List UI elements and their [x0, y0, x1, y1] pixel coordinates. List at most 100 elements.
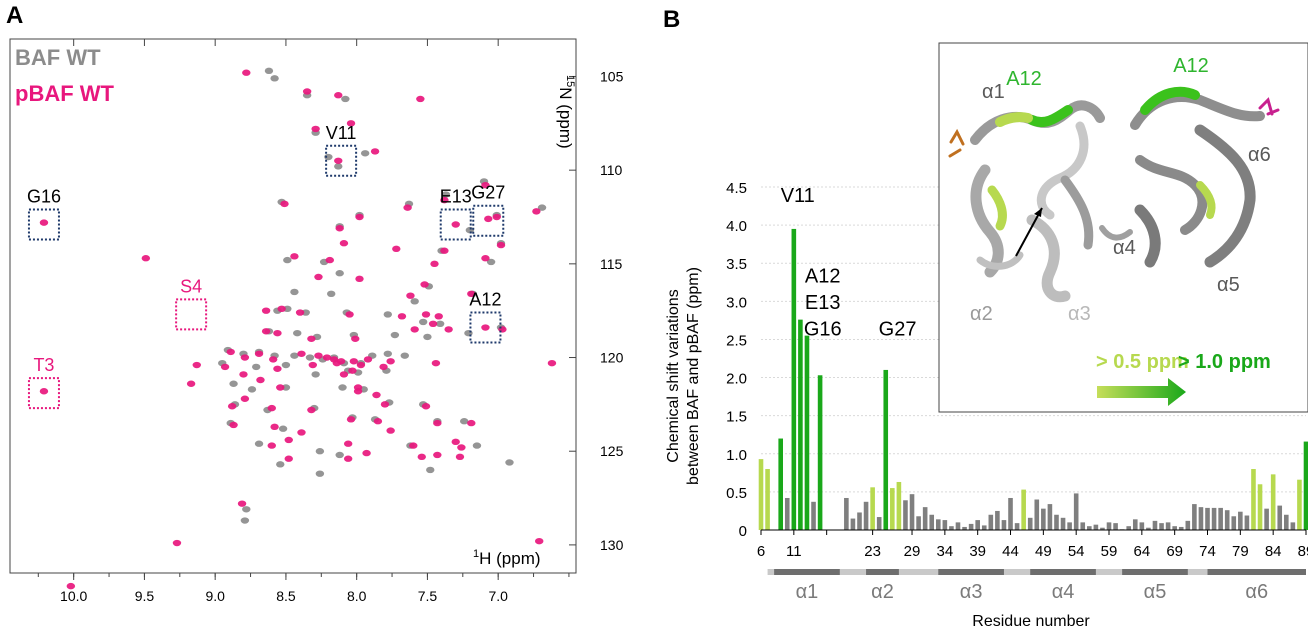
- peak-pbaf-wt: [484, 215, 493, 223]
- peak-pbaf-wt: [547, 359, 557, 367]
- bar-x-tick-label: 11: [786, 543, 802, 560]
- peak-pbaf-wt: [397, 313, 407, 320]
- helix-segment: [1122, 569, 1188, 575]
- inset-label-alpha1: α1: [982, 81, 1005, 103]
- bar: [811, 501, 816, 530]
- bar: [857, 512, 862, 530]
- peak-baf-wt: [435, 320, 445, 327]
- peak-pbaf-wt: [428, 320, 438, 327]
- bar: [1146, 527, 1151, 530]
- peak-baf-wt: [278, 425, 288, 432]
- helix-segment: [938, 569, 1004, 575]
- bar: [1205, 507, 1210, 530]
- peak-pbaf-wt: [457, 444, 466, 451]
- bar: [850, 518, 856, 530]
- bar: [1290, 522, 1296, 530]
- bar-x-tick-label: 64: [1133, 543, 1150, 560]
- peak-pbaf-wt: [355, 213, 364, 221]
- x-tick-label: 10.0: [60, 588, 87, 604]
- bar: [1014, 523, 1020, 530]
- bar: [844, 497, 849, 530]
- helix-label: α4: [1052, 581, 1075, 603]
- inset-label-a12-right: A12: [1173, 55, 1209, 77]
- peak-pbaf-wt: [322, 354, 332, 361]
- peak-pbaf-wt: [66, 582, 76, 590]
- bar: [1060, 517, 1066, 530]
- peak-pbaf-wt: [297, 429, 306, 436]
- peak-pbaf-wt: [355, 275, 364, 283]
- peak-pbaf-wt: [270, 423, 279, 431]
- peak-baf-wt: [315, 448, 325, 455]
- bar-x-tick-label: 59: [1101, 543, 1118, 560]
- bar-x-tick-label: 6: [757, 543, 765, 560]
- bar: [798, 319, 803, 530]
- bar: [1251, 469, 1256, 530]
- bar: [1087, 526, 1092, 530]
- peak-baf-wt: [229, 380, 238, 387]
- peak-label-a12: A12: [469, 290, 501, 310]
- bar: [1034, 499, 1040, 530]
- peak-pbaf-wt: [351, 335, 360, 342]
- peak-box-e13: [439, 208, 472, 241]
- peak-pbaf-wt: [273, 365, 282, 372]
- peak-pbaf-wt: [370, 148, 380, 155]
- peak-pbaf-wt: [532, 208, 541, 215]
- bar-x-tick-label: 79: [1232, 543, 1249, 560]
- peak-pbaf-wt: [325, 256, 334, 264]
- threshold-gradient-arrow: [1097, 378, 1186, 406]
- peak-baf-wt: [383, 350, 393, 357]
- bar-label-v11: V11: [781, 185, 815, 207]
- bar: [778, 438, 783, 530]
- peak-pbaf-wt: [392, 245, 401, 253]
- bar: [784, 497, 790, 530]
- bar-y-tick-label: 3.5: [726, 256, 747, 273]
- peak-pbaf-wt: [346, 120, 356, 127]
- bar: [935, 519, 941, 530]
- bar: [765, 469, 770, 530]
- bar-y-tick-label: 4.0: [726, 218, 747, 235]
- bar: [1238, 511, 1243, 530]
- peak-pbaf-wt: [314, 352, 323, 359]
- bar-label-g16: G16: [804, 319, 842, 341]
- bar: [975, 520, 980, 530]
- y-tick-label: 125: [600, 443, 624, 459]
- peak-pbaf-wt: [416, 95, 425, 103]
- bar: [1172, 526, 1177, 530]
- bar: [863, 501, 869, 530]
- peak-pbaf-wt: [433, 451, 442, 459]
- peak-baf-wt: [327, 290, 336, 298]
- bar: [1284, 514, 1289, 530]
- peak-pbaf-wt: [284, 455, 293, 462]
- bar-x-tick-label: 54: [1068, 543, 1085, 560]
- peak-pbaf-wt: [256, 376, 265, 384]
- peak-pbaf-wt: [481, 255, 490, 262]
- y-tick-label: 105: [600, 68, 624, 84]
- peak-pbaf-wt: [481, 181, 490, 189]
- peak-baf-wt: [341, 95, 350, 103]
- inset-label-alpha6: α6: [1248, 144, 1271, 166]
- helix-label: α1: [796, 581, 819, 603]
- peak-baf-wt: [276, 461, 285, 468]
- peak-pbaf-wt: [431, 359, 441, 367]
- peak-label-g27: G27: [471, 183, 505, 203]
- bar: [1198, 507, 1204, 530]
- peak-pbaf-wt: [242, 69, 251, 76]
- peak-label-v11: V11: [326, 123, 357, 143]
- peak-pbaf-wt: [346, 416, 356, 423]
- peak-pbaf-wt: [444, 326, 453, 333]
- bar: [1001, 520, 1007, 530]
- inset-label-alpha2: α2: [970, 303, 993, 325]
- protein-ribbon-right: [1099, 86, 1280, 268]
- y-axis-label-sup: 15: [564, 75, 576, 87]
- bar: [1264, 508, 1269, 530]
- peak-pbaf-wt: [455, 453, 465, 461]
- arrow-head: [1034, 208, 1042, 217]
- threshold-label-10: > 1.0 ppm: [1178, 351, 1271, 373]
- x-axis-label: 1H (ppm): [473, 548, 541, 568]
- y-tick-label: 115: [600, 256, 623, 272]
- bar: [890, 488, 895, 530]
- bar: [1054, 514, 1059, 530]
- peak-baf-wt: [264, 67, 274, 75]
- bar: [1257, 484, 1263, 530]
- peak-pbaf-wt: [481, 324, 490, 331]
